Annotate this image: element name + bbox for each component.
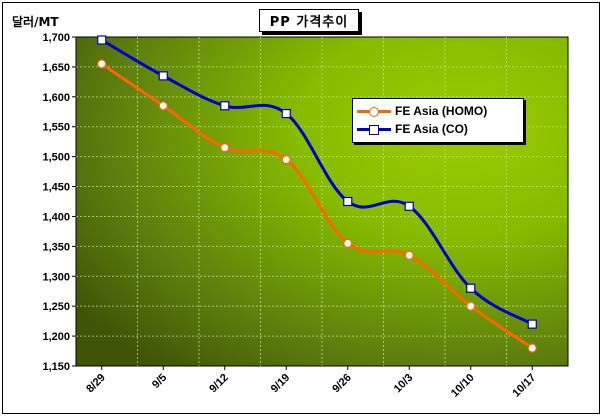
legend-item-co: FE Asia (CO) [357, 121, 468, 137]
y-tick-label: 1,150 [42, 361, 70, 373]
y-tick-label: 1,550 [42, 122, 70, 134]
legend-label-homo: FE Asia (HOMO) [395, 104, 488, 118]
data-point-co [466, 283, 476, 293]
legend-square-marker-icon [369, 125, 379, 135]
series-line-1 [100, 38, 534, 326]
legend: FE Asia (HOMO) FE Asia (CO) [352, 98, 524, 143]
x-tick-label: 9/12 [207, 372, 231, 396]
legend-label-co: FE Asia (CO) [395, 122, 468, 136]
y-tick-label: 1,700 [42, 32, 70, 44]
data-point-homo [158, 101, 168, 111]
data-point-homo [527, 343, 537, 353]
data-point-homo [343, 238, 353, 248]
y-tick-label: 1,300 [42, 271, 70, 283]
data-point-homo [281, 155, 291, 165]
y-tick-label: 1,600 [42, 92, 70, 104]
y-tick-label: 1,650 [42, 62, 70, 74]
data-point-homo [97, 59, 107, 69]
y-tick-label: 1,500 [42, 152, 70, 164]
legend-item-homo: FE Asia (HOMO) [357, 103, 487, 119]
data-point-co [220, 101, 230, 111]
data-point-homo [404, 250, 414, 260]
x-tick-label: 10/3 [392, 372, 416, 396]
data-point-homo [220, 143, 230, 153]
y-tick-label: 1,450 [42, 182, 70, 194]
data-point-co [343, 196, 353, 207]
y-tick-label: 1,400 [42, 211, 70, 223]
data-point-co [527, 319, 537, 329]
x-tick-label: 9/26 [330, 372, 354, 396]
x-tick-label: 10/17 [510, 372, 538, 400]
x-tick-label: 9/19 [269, 372, 293, 396]
y-tick-label: 1,250 [42, 301, 70, 313]
x-tick-label: 8/29 [84, 372, 108, 396]
legend-circle-marker-icon [369, 107, 379, 117]
data-point-co [97, 35, 107, 45]
y-tick-label: 1,350 [42, 241, 70, 253]
y-axis-unit-label: 달러/MT [12, 15, 59, 29]
data-point-homo [466, 301, 476, 311]
y-tick-label: 1,200 [42, 331, 70, 343]
series-line-0 [100, 62, 534, 350]
data-point-co [158, 71, 168, 81]
chart-title-text: PP 가격추이 [269, 15, 349, 30]
x-tick-label: 10/10 [449, 372, 477, 400]
data-point-co [281, 108, 291, 119]
chart-title: PP 가격추이 [259, 9, 359, 32]
x-tick-label: 9/5 [150, 372, 169, 391]
data-point-co [404, 201, 414, 211]
